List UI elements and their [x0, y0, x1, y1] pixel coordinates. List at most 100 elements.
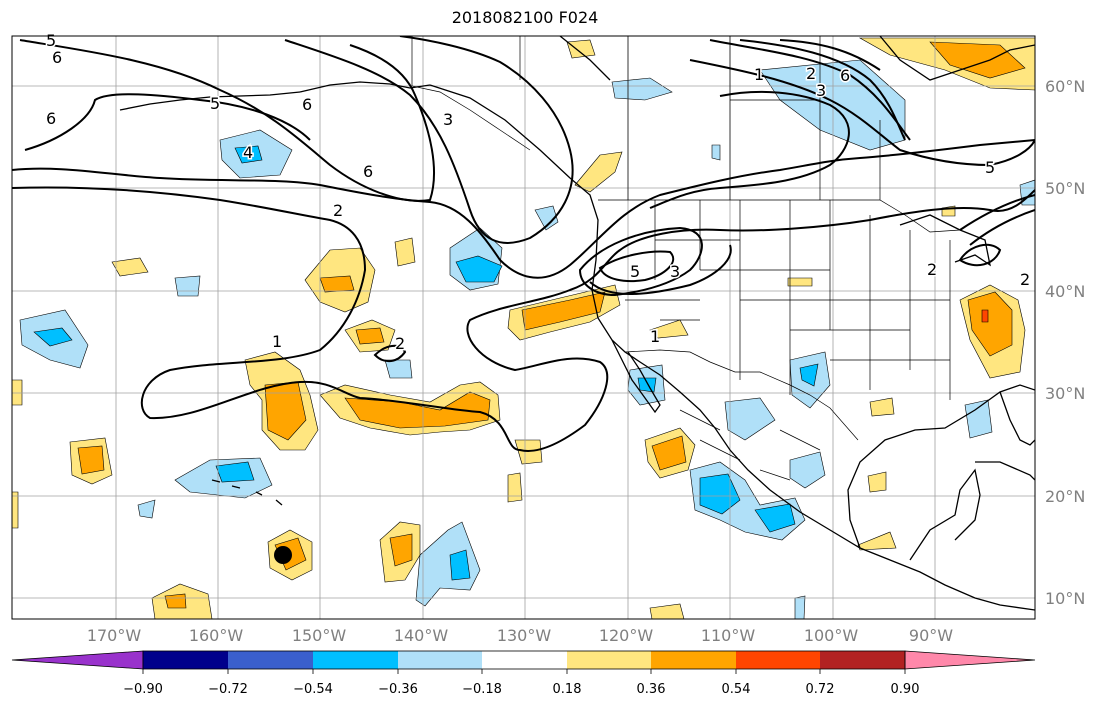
lon-label: 100°W [803, 626, 859, 645]
colorbar-swatch [820, 651, 905, 669]
contour-label: 6 [46, 109, 56, 128]
positive-anomaly-area [967, 291, 1013, 357]
colorbar-tick-label: 0.36 [636, 682, 666, 697]
positive-anomaly-area [787, 277, 813, 287]
contour-label: 2 [333, 201, 343, 220]
negative-anomaly-area [215, 461, 255, 483]
contour-label: 3 [670, 262, 680, 281]
lon-label: 110°W [700, 626, 756, 645]
negative-anomaly-area [33, 327, 73, 347]
contour-line [959, 194, 1035, 231]
negative-anomaly-area [759, 59, 906, 151]
colorbar-tick-label: −0.72 [208, 682, 248, 697]
positive-anomaly-area [389, 533, 413, 567]
contour-label: 3 [443, 110, 453, 129]
contour-line [24, 93, 311, 151]
colorbar-swatch [143, 651, 228, 669]
lon-label: 130°W [496, 626, 552, 645]
contour-line [958, 243, 1002, 267]
contour-line [649, 90, 850, 209]
political-borders [411, 36, 961, 481]
contour-label: 1 [754, 65, 764, 84]
positive-anomaly-area [164, 593, 187, 609]
arctic-coast [559, 36, 611, 81]
contour-line [969, 209, 1035, 246]
lon-label: 160°W [188, 626, 244, 645]
negative-anomaly-area [711, 144, 721, 161]
lon-label: 140°W [393, 626, 449, 645]
contour-line [19, 39, 436, 202]
hudson-bay [879, 36, 1035, 81]
contour-line [709, 39, 911, 141]
great-lakes [899, 214, 991, 267]
shaded-fields [12, 37, 1035, 619]
colorbar-extend-low [11, 650, 144, 670]
negative-anomaly-area [449, 549, 471, 581]
positive-anomaly-area [111, 257, 149, 277]
contour-line [779, 39, 881, 71]
baja-california [611, 339, 661, 414]
mexico-states [679, 409, 821, 481]
lat-label: 50°N [1045, 179, 1086, 198]
positive-anomaly-area [77, 445, 105, 475]
lat-label: 20°N [1045, 487, 1086, 506]
colorbar-tick-label: 0.54 [721, 682, 751, 697]
contour-line [689, 59, 1035, 167]
gulf-of-mexico-coast [847, 384, 1035, 549]
colorbar-swatch [313, 651, 398, 669]
negative-anomaly-area [794, 595, 806, 619]
contour-label: 2 [395, 334, 405, 353]
positive-anomaly-area [869, 397, 895, 417]
colorbar-tick-label: −0.18 [462, 682, 502, 697]
colorbar-tick-label: 0.18 [552, 682, 582, 697]
contour-label: 2 [1020, 270, 1030, 289]
lat-label: 40°N [1045, 282, 1086, 301]
positive-anomaly-area [514, 439, 543, 465]
cuba [975, 461, 1035, 481]
colorbar-swatch [398, 651, 482, 669]
us-mexico-border [624, 349, 859, 441]
negative-anomaly-area [637, 377, 657, 393]
north-america-west-coast [429, 84, 1035, 611]
contour-line [739, 39, 906, 141]
contour-line [12, 139, 1035, 279]
colorbar-tick-label: −0.90 [123, 682, 163, 697]
colorbar-swatch [651, 651, 736, 669]
contour-label: 4 [243, 143, 253, 162]
florida [999, 391, 1035, 446]
lat-label: 10°N [1045, 589, 1086, 608]
positive-anomaly-area [574, 151, 623, 193]
colorbar-extend-high [904, 650, 1036, 670]
colorbar-swatch [482, 651, 567, 669]
positive-anomaly-area [344, 391, 491, 429]
contour-label: 5 [985, 158, 995, 177]
positive-anomaly-area [981, 309, 989, 323]
negative-anomaly-area [384, 359, 413, 379]
lon-label: 120°W [598, 626, 654, 645]
contour-line [373, 344, 407, 363]
positive-anomaly-area [12, 379, 23, 406]
map-title: 2018082100 F024 [451, 8, 599, 27]
positive-anomaly-area [12, 491, 19, 529]
yucatan [909, 468, 981, 561]
colorbar-tick-label: 0.90 [890, 682, 920, 697]
negative-anomaly-area [234, 145, 263, 164]
colorbar-ticks [142, 669, 906, 674]
positive-anomaly-area [566, 39, 596, 59]
tropical-cyclone-marker [274, 546, 292, 564]
alaska-canada-border [411, 36, 531, 151]
positive-anomaly-area [649, 319, 689, 339]
contour-label: 3 [816, 81, 826, 100]
contour-label: 1 [650, 327, 660, 346]
negative-anomaly-area [455, 255, 503, 283]
state-borders [625, 200, 951, 400]
negative-anomaly-area [415, 521, 481, 607]
negative-anomaly-area [534, 205, 559, 231]
colorbar-swatch [736, 651, 820, 669]
lat-label: 60°N [1045, 77, 1086, 96]
negative-anomaly-area [174, 275, 201, 297]
colorbar-tick-label: −0.54 [293, 682, 333, 697]
contour-label: 1 [272, 332, 282, 351]
contour-label: 5 [46, 31, 56, 50]
contour-lines [12, 36, 1035, 452]
